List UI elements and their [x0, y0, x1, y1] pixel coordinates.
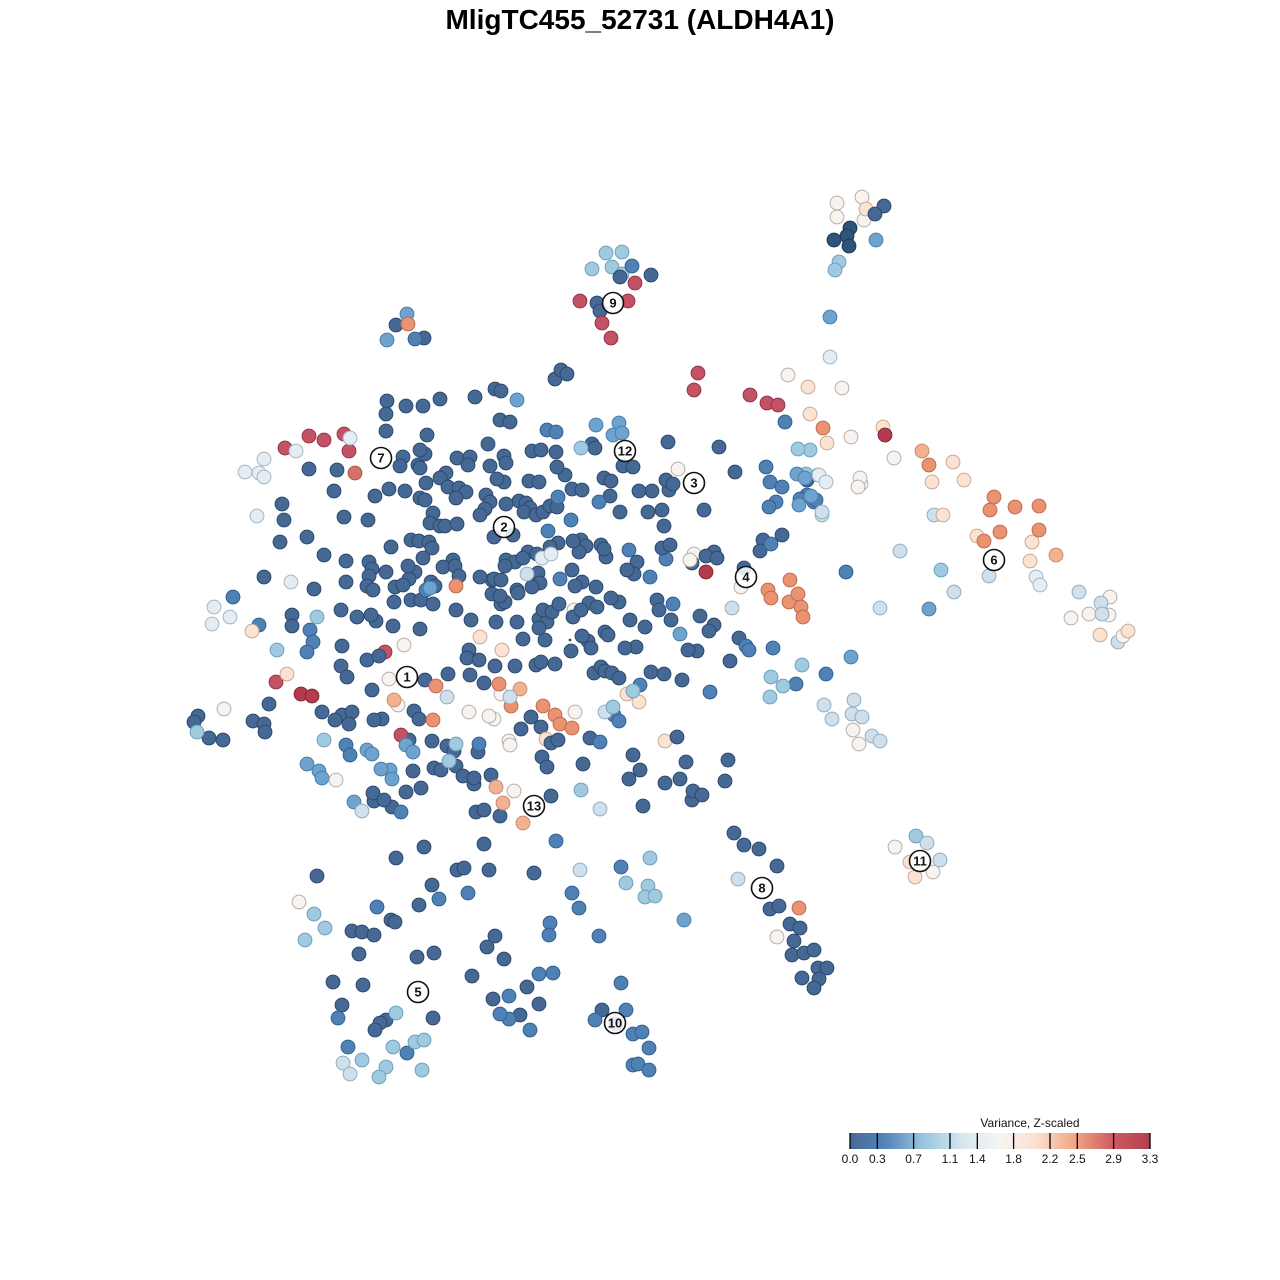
svg-text:1: 1: [403, 670, 410, 685]
svg-text:2.9: 2.9: [1105, 1152, 1122, 1166]
svg-text:0.3: 0.3: [869, 1152, 886, 1166]
svg-text:1.1: 1.1: [942, 1152, 959, 1166]
svg-text:13: 13: [527, 799, 541, 814]
svg-text:3.3: 3.3: [1142, 1152, 1159, 1166]
svg-text:10: 10: [608, 1016, 622, 1031]
svg-text:1.8: 1.8: [1005, 1152, 1022, 1166]
svg-text:0.7: 0.7: [905, 1152, 922, 1166]
svg-text:5: 5: [414, 985, 421, 1000]
svg-text:2: 2: [500, 520, 507, 535]
svg-text:8: 8: [758, 881, 765, 896]
svg-text:Variance, Z-scaled: Variance, Z-scaled: [980, 1116, 1079, 1130]
svg-text:2.2: 2.2: [1042, 1152, 1059, 1166]
svg-text:11: 11: [913, 854, 927, 869]
svg-text:0.0: 0.0: [842, 1152, 859, 1166]
svg-text:6: 6: [990, 553, 997, 568]
svg-text:3: 3: [690, 476, 697, 491]
svg-text:2.5: 2.5: [1069, 1152, 1086, 1166]
svg-text:12: 12: [618, 444, 632, 459]
svg-text:7: 7: [377, 451, 384, 466]
svg-text:4: 4: [742, 570, 750, 585]
svg-text:1.4: 1.4: [969, 1152, 986, 1166]
svg-text:9: 9: [609, 296, 616, 311]
